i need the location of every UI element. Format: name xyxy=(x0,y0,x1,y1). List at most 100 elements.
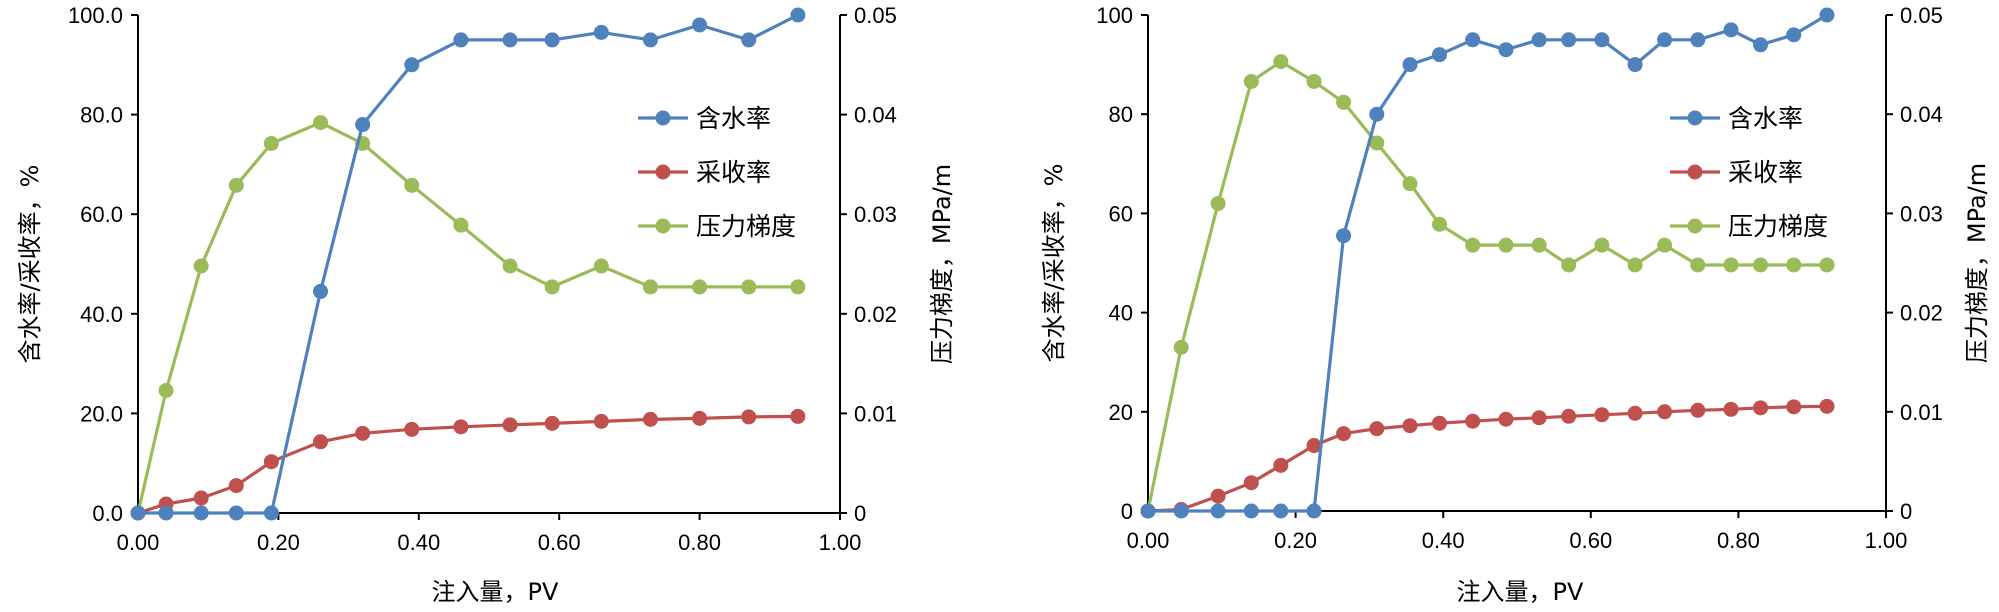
data-point-water_cut xyxy=(790,7,806,23)
x-tick-label: 0.60 xyxy=(1569,528,1612,553)
series-line-recovery xyxy=(1147,404,1828,513)
data-point-pressure xyxy=(544,279,560,295)
y-axis-title-right: 压力梯度，MPa/m xyxy=(1963,163,1991,363)
data-point-pressure xyxy=(404,177,420,193)
data-point-recovery xyxy=(790,408,806,424)
data-point-pressure xyxy=(1594,237,1610,253)
chart-2: 0.00 0.20 0.40 0.60 0.80 1.00 0 20 40 60 80 100 0 0.0… xyxy=(1040,3,1991,606)
legend-marker-recovery xyxy=(1687,164,1703,180)
data-point-recovery xyxy=(1723,401,1739,417)
legend-label-water_cut: 含水率 xyxy=(1728,104,1803,133)
data-point-water_cut xyxy=(404,57,420,73)
data-point-recovery xyxy=(692,410,708,426)
data-point-recovery xyxy=(1402,418,1418,434)
data-point-water_cut xyxy=(1243,503,1259,519)
data-point-water_cut xyxy=(158,505,174,521)
data-point-pressure xyxy=(228,177,244,193)
y-tick-label-right: 0.04 xyxy=(854,103,897,128)
x-axis-title: 注入量，PV xyxy=(1457,578,1584,606)
legend-marker-pressure xyxy=(1687,218,1703,234)
y-tick-label-right: 0.02 xyxy=(1900,301,1943,326)
data-point-pressure xyxy=(1402,176,1418,192)
data-point-pressure xyxy=(1498,237,1514,253)
data-point-pressure xyxy=(1210,195,1226,211)
series-line-recovery xyxy=(137,414,798,515)
data-point-pressure xyxy=(1819,257,1835,273)
data-point-water_cut xyxy=(453,32,469,48)
y-tick-label-left: 60 xyxy=(1109,201,1133,226)
data-point-pressure xyxy=(1465,237,1481,253)
data-point-pressure xyxy=(1336,94,1352,110)
legend-marker-recovery xyxy=(655,164,671,180)
chart-1: 0.00 0.20 0.40 0.60 0.80 1.000.020.040.060.08… xyxy=(16,3,956,606)
x-tick-label: 0.60 xyxy=(538,530,581,555)
data-point-recovery xyxy=(1336,426,1352,442)
legend-label-recovery: 采收率 xyxy=(1728,158,1803,187)
data-point-pressure xyxy=(1723,257,1739,273)
series-line-water_cut xyxy=(138,13,799,515)
x-tick-label: 0.20 xyxy=(257,530,300,555)
data-point-recovery xyxy=(1306,438,1322,454)
data-point-water_cut xyxy=(544,32,560,48)
data-point-water_cut xyxy=(1140,503,1156,519)
series-line-pressure xyxy=(1146,59,1827,512)
data-point-recovery xyxy=(355,425,371,441)
data-point-recovery xyxy=(193,490,209,506)
data-point-pressure xyxy=(642,279,658,295)
data-point-water_cut xyxy=(355,117,371,133)
data-point-pressure xyxy=(1243,73,1259,89)
legend-label-recovery: 采收率 xyxy=(696,158,771,187)
data-point-recovery xyxy=(263,454,279,470)
data-point-pressure xyxy=(1531,237,1547,253)
data-point-water_cut xyxy=(1723,22,1739,38)
x-tick-label: 0.80 xyxy=(1717,528,1760,553)
data-point-pressure xyxy=(158,382,174,398)
y-tick-label-right: 0 xyxy=(854,501,866,526)
y-axis-title-right: 压力梯度，MPa/m xyxy=(928,164,956,364)
data-point-water_cut xyxy=(1498,42,1514,58)
data-point-recovery xyxy=(1465,413,1481,429)
data-point-water_cut xyxy=(1369,106,1385,122)
data-point-recovery xyxy=(1498,411,1514,427)
data-point-pressure xyxy=(1173,339,1189,355)
data-point-pressure xyxy=(741,279,757,295)
y-tick-label-left: 20.0 xyxy=(80,401,123,426)
data-point-pressure xyxy=(313,115,329,131)
data-point-pressure xyxy=(1273,54,1289,70)
y-axis-title-left: 含水率/采收率，% xyxy=(1040,164,1068,363)
data-point-water_cut xyxy=(1594,32,1610,48)
data-point-recovery xyxy=(1753,400,1769,416)
data-point-pressure xyxy=(1690,257,1706,273)
series-line-pressure xyxy=(136,120,798,514)
data-point-recovery xyxy=(502,417,518,433)
y-tick-label-right: 0.05 xyxy=(854,3,897,28)
data-point-water_cut xyxy=(1657,32,1673,48)
x-tick-label: 1.00 xyxy=(1865,528,1908,553)
y-tick-label-right: 0.04 xyxy=(1900,102,1943,127)
data-point-water_cut xyxy=(593,24,609,40)
data-point-recovery xyxy=(642,411,658,427)
data-point-pressure xyxy=(1369,135,1385,151)
x-axis-title: 注入量，PV xyxy=(432,578,559,606)
data-point-recovery xyxy=(1273,457,1289,473)
data-point-recovery xyxy=(1432,415,1448,431)
y-tick-label-left: 60.0 xyxy=(80,202,123,227)
data-point-water_cut xyxy=(1786,27,1802,43)
y-tick-label-left: 40.0 xyxy=(80,302,123,327)
data-point-recovery xyxy=(228,478,244,494)
data-point-recovery xyxy=(593,413,609,429)
data-point-recovery xyxy=(1690,402,1706,418)
data-point-pressure xyxy=(1306,73,1322,89)
data-point-recovery xyxy=(1369,421,1385,437)
data-point-pressure xyxy=(1432,216,1448,232)
data-point-water_cut xyxy=(263,505,279,521)
data-point-water_cut xyxy=(1531,32,1547,48)
legend-marker-pressure xyxy=(655,218,671,234)
x-tick-label: 0.00 xyxy=(1127,528,1170,553)
y-tick-label-right: 0.05 xyxy=(1900,3,1943,28)
data-point-recovery xyxy=(1243,475,1259,491)
data-point-recovery xyxy=(1786,399,1802,415)
data-point-water_cut xyxy=(642,32,658,48)
y-tick-label-left: 100 xyxy=(1096,3,1133,28)
y-tick-label-left: 100.0 xyxy=(68,3,123,28)
